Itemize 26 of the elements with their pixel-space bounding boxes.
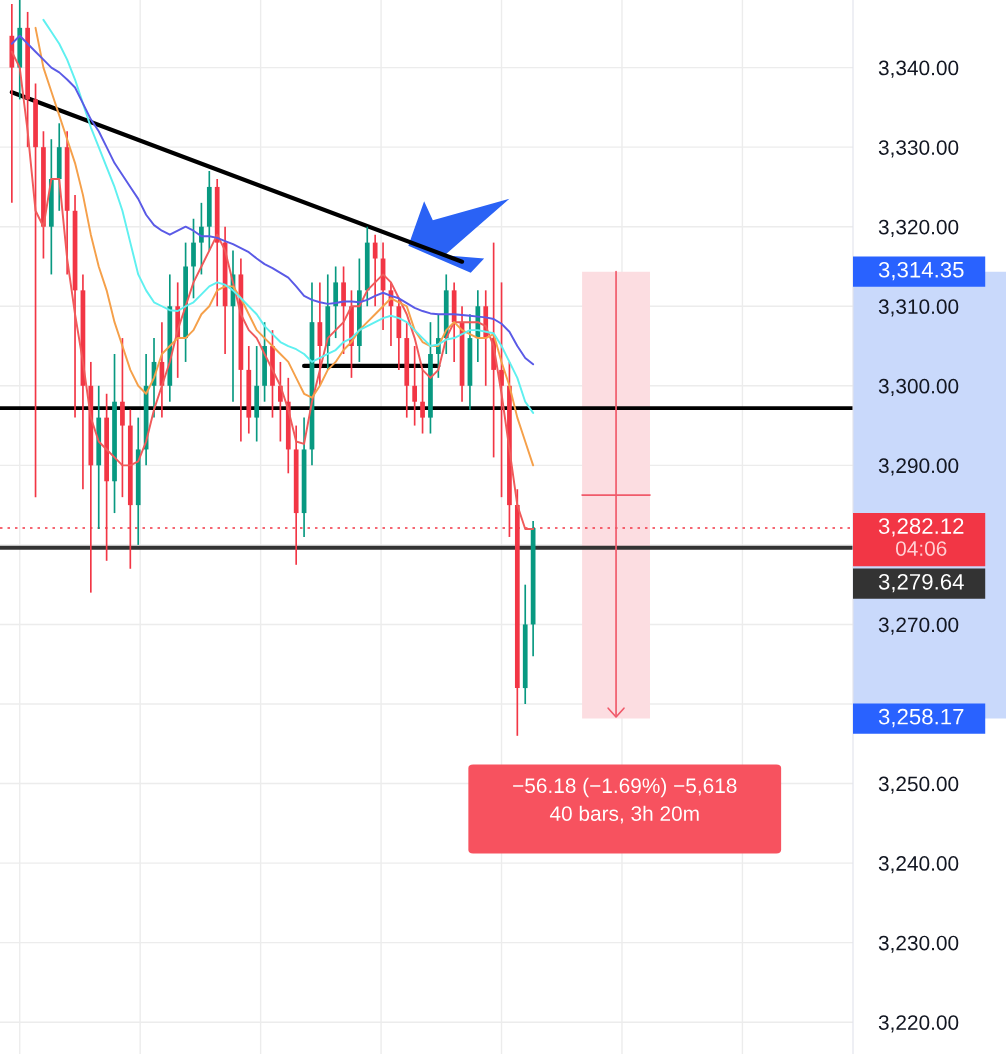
y-tick-label: 3,290.00	[878, 458, 959, 476]
ref-line-label: 3,282.12 04:06	[878, 518, 964, 556]
candlestick	[199, 202, 204, 276]
candlestick	[412, 345, 418, 427]
y-tick-label: 3,230.00	[878, 935, 959, 953]
y-tick-label: 3,240.00	[878, 856, 959, 874]
annotation: −56.18 (−1.69%) −5,618	[513, 777, 737, 798]
y-tick-label: 3,320.00	[878, 219, 959, 237]
ref-line-label: 3,279.64	[878, 573, 964, 593]
candlestick	[120, 337, 125, 499]
candlestick	[420, 369, 425, 435]
line-series	[10, 34, 535, 366]
candlestick	[191, 217, 196, 300]
text: 3,258.17	[878, 708, 964, 728]
y-tick-label: 3,340.00	[878, 60, 959, 78]
candlestick	[341, 265, 346, 355]
annotation: 40 bars, 3h 20m	[549, 805, 699, 824]
y-tick-label: 3,310.00	[878, 299, 959, 317]
candlestick	[372, 233, 378, 308]
text: 3,314.35	[878, 261, 964, 281]
y-tick-label: 3,250.00	[878, 776, 959, 794]
candlestick	[333, 265, 339, 339]
y-tick-label: 3,220.00	[878, 1015, 959, 1033]
y-tick-label: 3,330.00	[878, 140, 959, 158]
y-tick-label: 3,300.00	[878, 378, 959, 397]
y-tick-label: 3,270.00	[878, 617, 959, 635]
